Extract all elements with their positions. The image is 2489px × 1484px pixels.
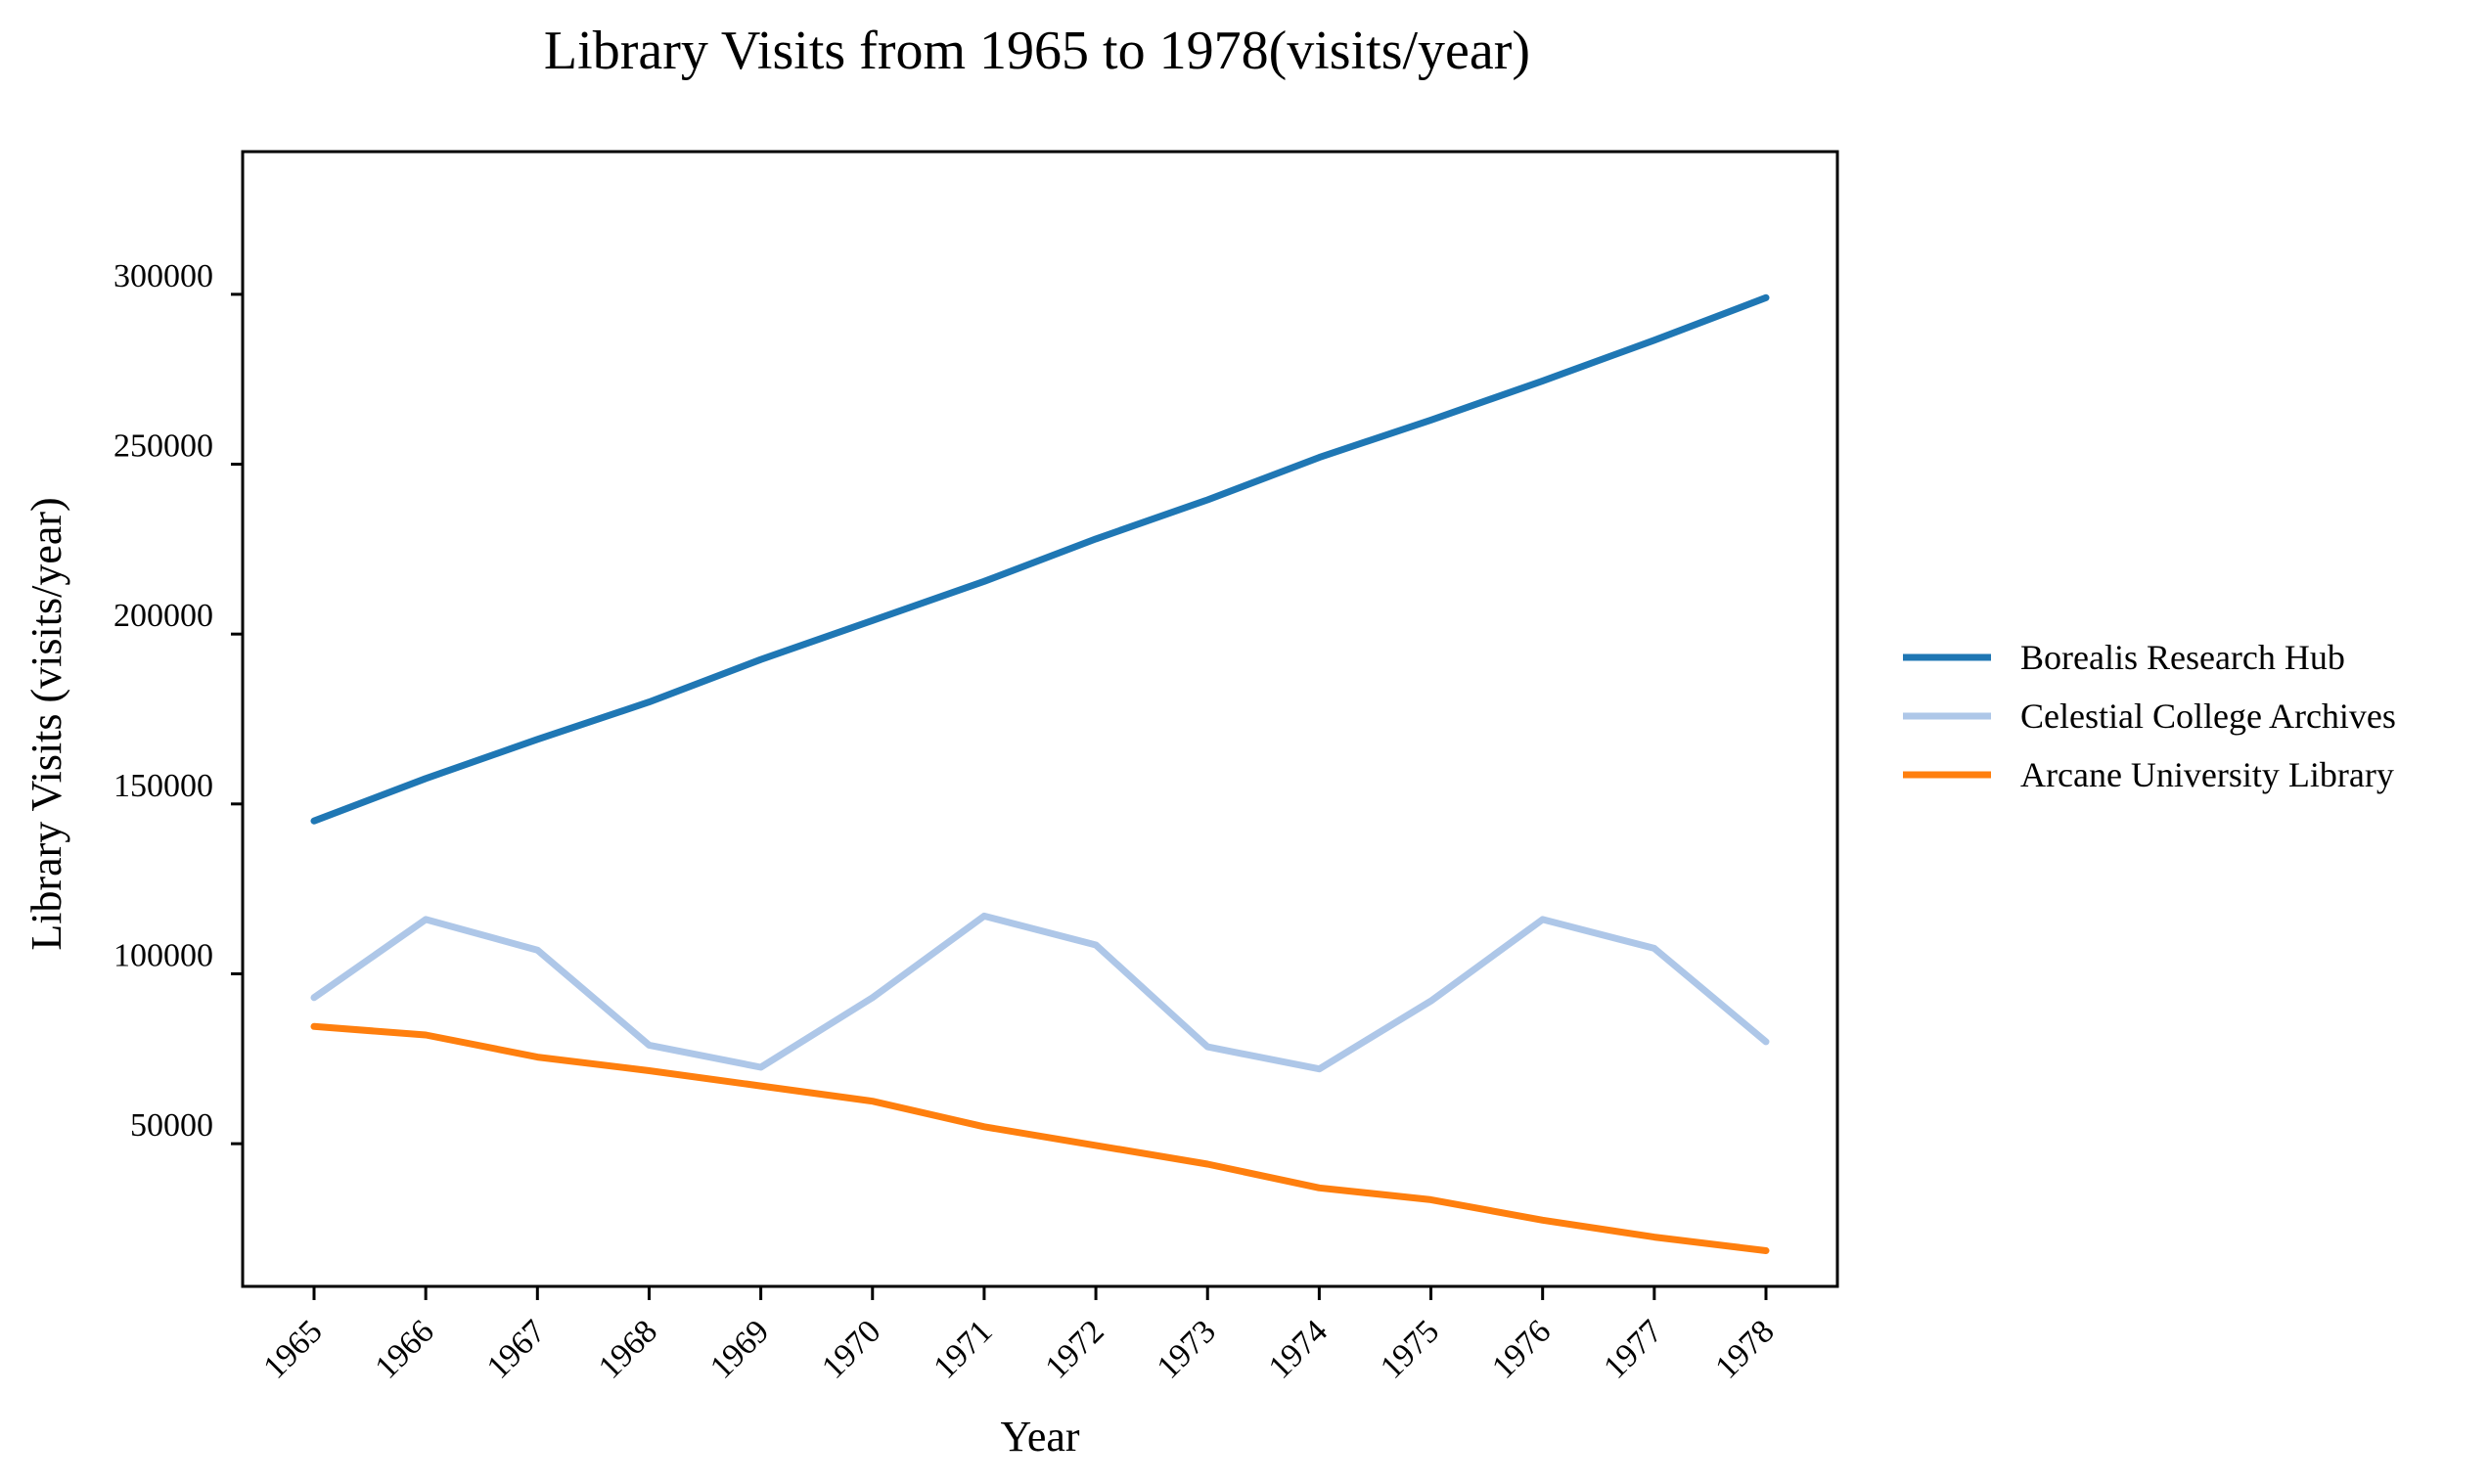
x-tick-label: 1974	[1262, 1313, 1335, 1385]
x-tick-label: 1968	[592, 1313, 664, 1385]
y-tick-label: 150000	[113, 768, 213, 804]
x-tick-label: 1976	[1485, 1313, 1558, 1385]
series-line	[310, 912, 1770, 1073]
x-axis: 1965 1966 1967 1968 1969 1970 1971 1972 1973 1974…	[256, 1286, 1782, 1386]
y-axis: 50000 100000 150000 200000 250000 300000	[113, 258, 243, 1146]
y-tick-label: 250000	[113, 428, 213, 465]
x-tick-label: 1967	[480, 1313, 553, 1385]
x-tick-label: 1971	[927, 1313, 999, 1385]
series-lines	[310, 293, 1770, 1254]
y-axis-title: Library Visits (visits/year)	[23, 497, 70, 950]
x-tick-label: 1966	[369, 1313, 441, 1385]
y-tick-label: 200000	[113, 598, 213, 634]
legend-label: Celestial College Archives	[2020, 697, 2396, 736]
y-tick-label: 300000	[113, 258, 213, 294]
chart-title: Library Visits from 1965 to 1978(visits/…	[544, 21, 1530, 81]
x-tick-label: 1975	[1374, 1313, 1446, 1385]
plot-frame	[241, 150, 1839, 1288]
x-tick-label: 1972	[1038, 1313, 1110, 1385]
x-tick-label: 1977	[1597, 1313, 1669, 1385]
y-tick-label: 50000	[130, 1107, 213, 1144]
x-tick-label: 1970	[815, 1313, 887, 1385]
legend-label: Arcane University Library	[2020, 755, 2394, 794]
x-tick-label: 1965	[256, 1313, 329, 1385]
series-line	[310, 293, 1770, 825]
x-tick-label: 1969	[703, 1313, 776, 1385]
x-axis-title: Year	[1000, 1413, 1079, 1461]
x-tick-label: 1978	[1708, 1313, 1781, 1385]
x-tick-label: 1973	[1151, 1313, 1223, 1385]
legend-label: Borealis Research Hub	[2020, 638, 2345, 677]
legend: Borealis Research Hub Celestial College A…	[1903, 638, 2396, 794]
y-tick-label: 100000	[113, 937, 213, 973]
series-line	[310, 1022, 1770, 1254]
